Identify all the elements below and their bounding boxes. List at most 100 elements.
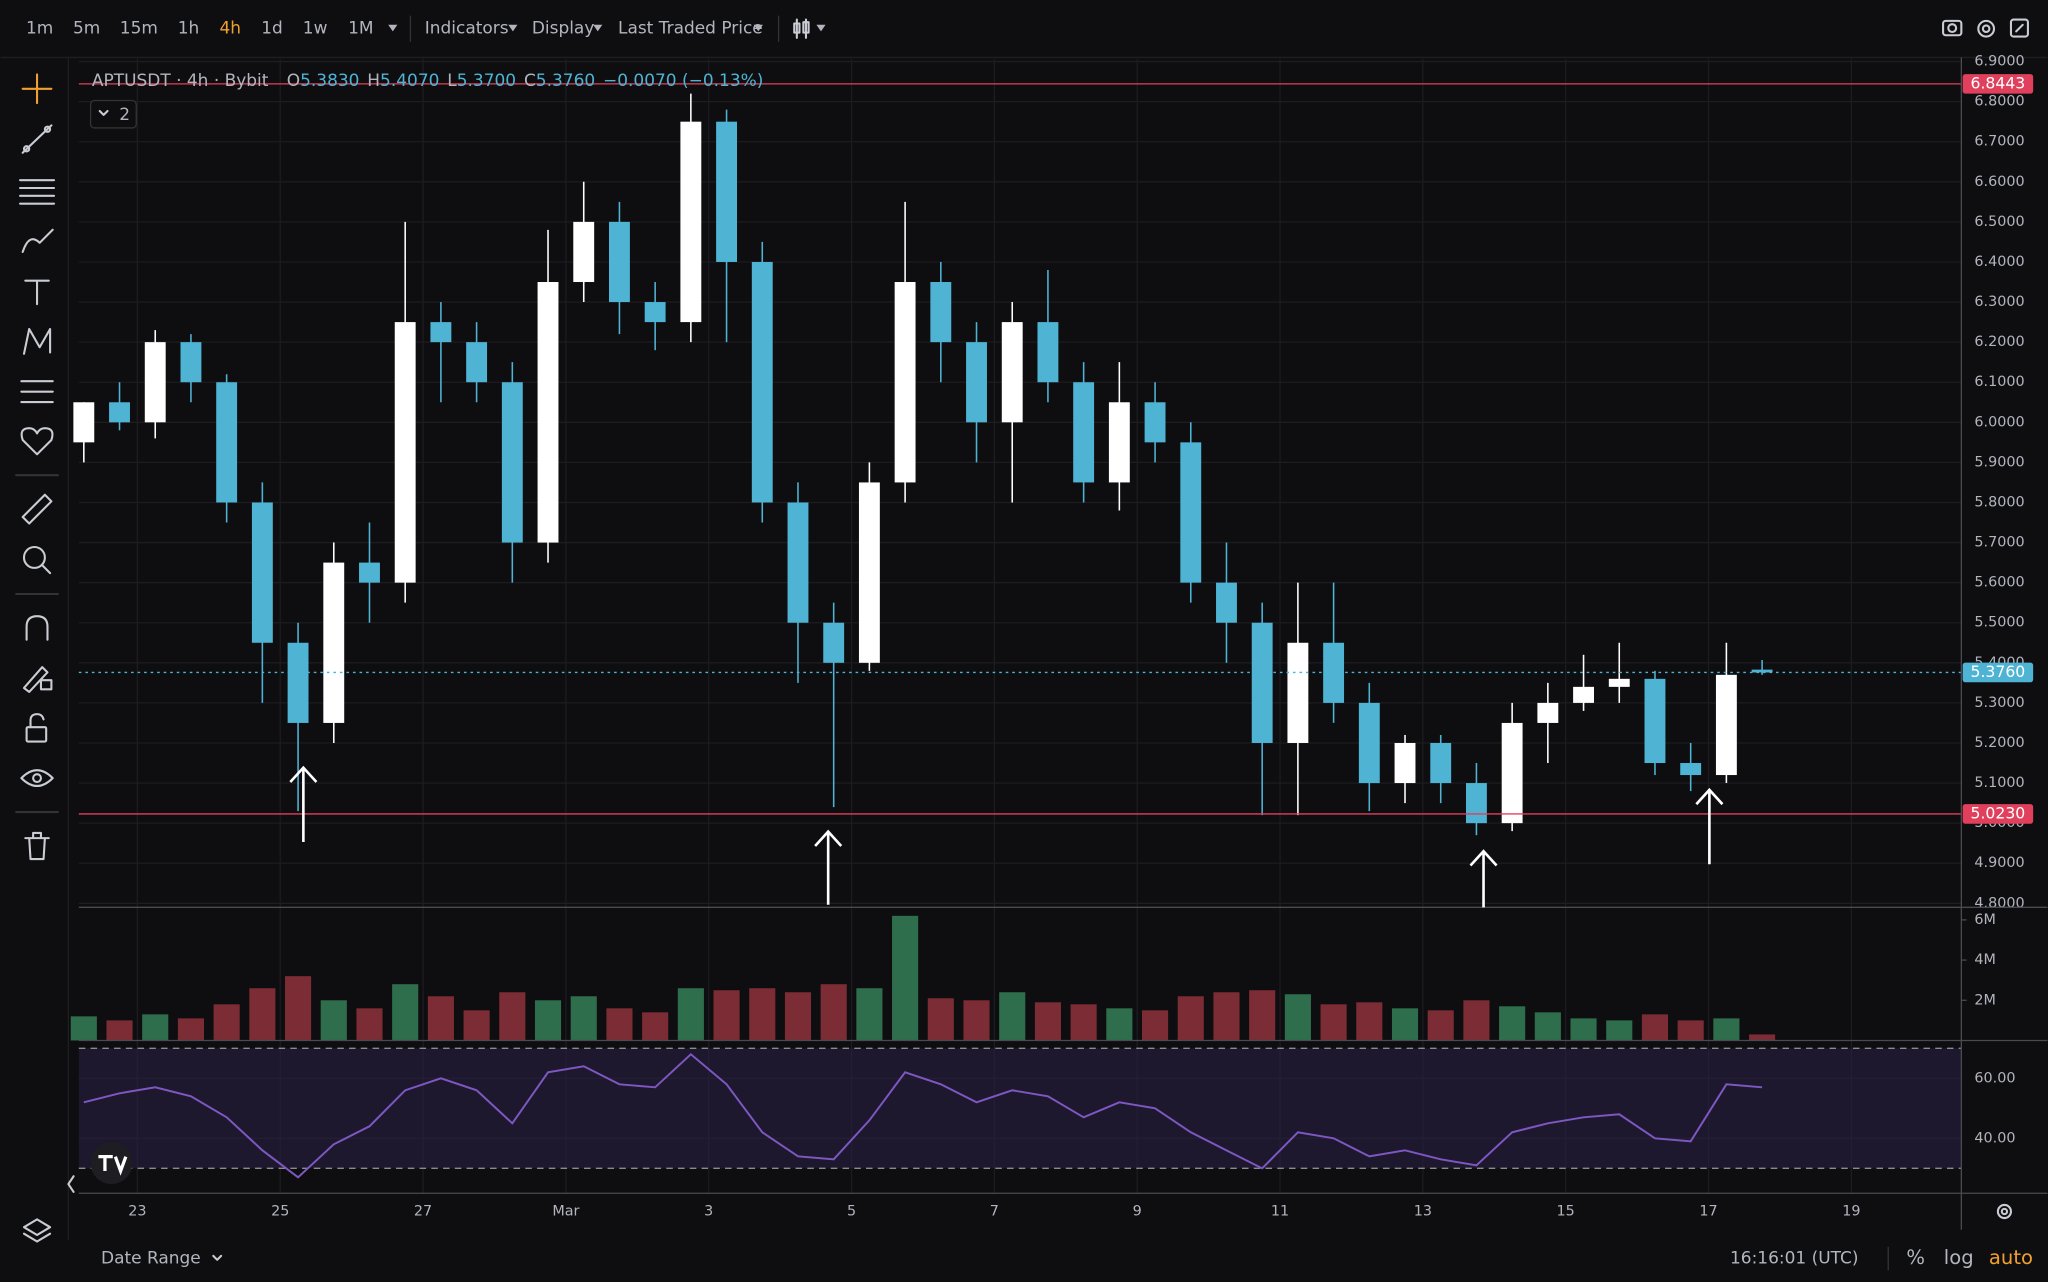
candle-body — [644, 302, 666, 323]
y-tick-label: 5.7000 — [1974, 535, 2024, 551]
x-tick-label: 23 — [128, 1204, 146, 1220]
volume-bar — [1606, 1020, 1633, 1041]
volume-bar — [1213, 992, 1240, 1041]
y-tick-label: 4.8000 — [1974, 895, 2024, 911]
text-tool[interactable] — [24, 279, 50, 306]
candle-body — [1501, 722, 1523, 824]
dropdown-caret[interactable] — [212, 1254, 223, 1261]
x-tick-label: 17 — [1699, 1204, 1717, 1220]
interval-button[interactable]: 4h — [219, 19, 241, 39]
menu-button[interactable]: Indicators — [425, 19, 509, 39]
interval-button[interactable]: 5m — [73, 19, 100, 39]
layers-icon[interactable] — [22, 1218, 52, 1243]
badge-chevron[interactable] — [98, 109, 109, 116]
interval-button[interactable]: 1M — [348, 19, 373, 39]
candle-body — [501, 382, 523, 543]
date-range-button[interactable]: Date Range — [101, 1249, 201, 1269]
dropdown-caret[interactable] — [388, 24, 398, 32]
zoom-tool[interactable] — [22, 545, 52, 575]
collapse-button[interactable] — [67, 1175, 75, 1193]
x-tick-label: 7 — [990, 1204, 999, 1220]
volume-bar — [1534, 1012, 1561, 1041]
candle-body — [1358, 702, 1380, 784]
candle-body — [287, 642, 309, 723]
candle-body — [1251, 622, 1273, 743]
volume-bar — [177, 1018, 204, 1041]
favorites-tool[interactable] — [20, 427, 54, 456]
candle-body — [73, 402, 95, 443]
y-tick-label: 5.5000 — [1974, 615, 2024, 631]
ohlc-value: 5.4070 — [380, 71, 439, 91]
stay-drawing-tool[interactable] — [22, 666, 53, 693]
volume-bar — [677, 988, 704, 1041]
scale-option[interactable]: log — [1944, 1246, 1974, 1269]
brush-tool[interactable] — [21, 228, 54, 254]
interval-button[interactable]: 1d — [261, 19, 283, 39]
prediction-tool[interactable] — [20, 380, 54, 404]
candle-body — [1644, 678, 1666, 764]
trend-line-tool[interactable] — [21, 124, 53, 154]
volume-bar — [713, 990, 740, 1041]
y-tick-label: 6.8000 — [1974, 94, 2024, 110]
y-tick-label: 5.8000 — [1974, 494, 2024, 510]
candle-body — [394, 322, 416, 583]
menu-button[interactable]: Display — [532, 19, 595, 39]
dropdown-caret[interactable] — [508, 24, 518, 32]
candle-body — [716, 121, 738, 262]
crosshair-tool[interactable] — [21, 73, 53, 105]
dropdown-caret[interactable] — [816, 24, 826, 32]
interval-button[interactable]: 1m — [26, 19, 53, 39]
candle-body — [1680, 763, 1702, 776]
y-tick-label: 4.9000 — [1974, 855, 2024, 871]
y-tick-label: 5.9000 — [1974, 454, 2024, 470]
candle-body — [144, 342, 166, 423]
dropdown-caret[interactable] — [593, 24, 603, 32]
magnet-tool[interactable] — [25, 615, 49, 641]
ohlc-label: H — [367, 71, 380, 91]
volume-bar — [892, 915, 919, 1041]
candle-body — [1180, 442, 1202, 583]
y-tick-label: 6.5000 — [1974, 214, 2024, 230]
delete-tool[interactable] — [24, 831, 50, 861]
candle-body — [1037, 322, 1059, 383]
candle-body — [1073, 382, 1095, 483]
pattern-tool[interactable] — [22, 327, 52, 355]
candle-body — [1751, 669, 1773, 673]
hide-tool[interactable] — [20, 769, 54, 787]
x-tick-label: 3 — [704, 1204, 713, 1220]
volume-bar — [1570, 1018, 1597, 1041]
settings-icon[interactable] — [1977, 19, 1996, 38]
y-tick-label: 5.3000 — [1974, 695, 2024, 711]
x-tick-label: 15 — [1557, 1204, 1575, 1220]
dropdown-caret[interactable] — [753, 24, 763, 32]
y-tick-label: 5.1000 — [1974, 775, 2024, 791]
candle-body — [1108, 402, 1130, 483]
indicator-badge[interactable] — [89, 99, 137, 129]
y-tick-label: 6.0000 — [1974, 414, 2024, 430]
menu-button[interactable]: Last Traded Price — [618, 19, 763, 39]
y-tick-label: 6.3000 — [1974, 294, 2024, 310]
volume-bar — [749, 988, 776, 1041]
chart-type-icon[interactable] — [793, 18, 810, 39]
ruler-tool[interactable] — [21, 493, 53, 525]
interval-button[interactable]: 1w — [303, 19, 328, 39]
interval-button[interactable]: 15m — [120, 19, 158, 39]
volume-bar — [1034, 1002, 1061, 1041]
scale-option[interactable]: auto — [1989, 1246, 2033, 1269]
fib-tool[interactable] — [19, 179, 56, 205]
interval-button[interactable]: 1h — [178, 19, 200, 39]
volume-bar — [856, 988, 883, 1041]
fullscreen-icon[interactable] — [2009, 18, 2029, 38]
scale-option[interactable]: % — [1906, 1246, 1925, 1269]
rsi-band — [78, 1048, 1962, 1169]
volume-bar — [1142, 1010, 1169, 1041]
annotations — [289, 765, 1724, 908]
camera-icon[interactable] — [1942, 19, 1963, 37]
candle-body — [216, 382, 238, 503]
axis-settings-icon[interactable] — [1996, 1203, 2013, 1220]
indicator-count[interactable]: 2 — [119, 105, 130, 125]
lock-tool[interactable] — [25, 713, 48, 743]
candle-body — [359, 562, 380, 583]
candle-body — [251, 502, 273, 643]
